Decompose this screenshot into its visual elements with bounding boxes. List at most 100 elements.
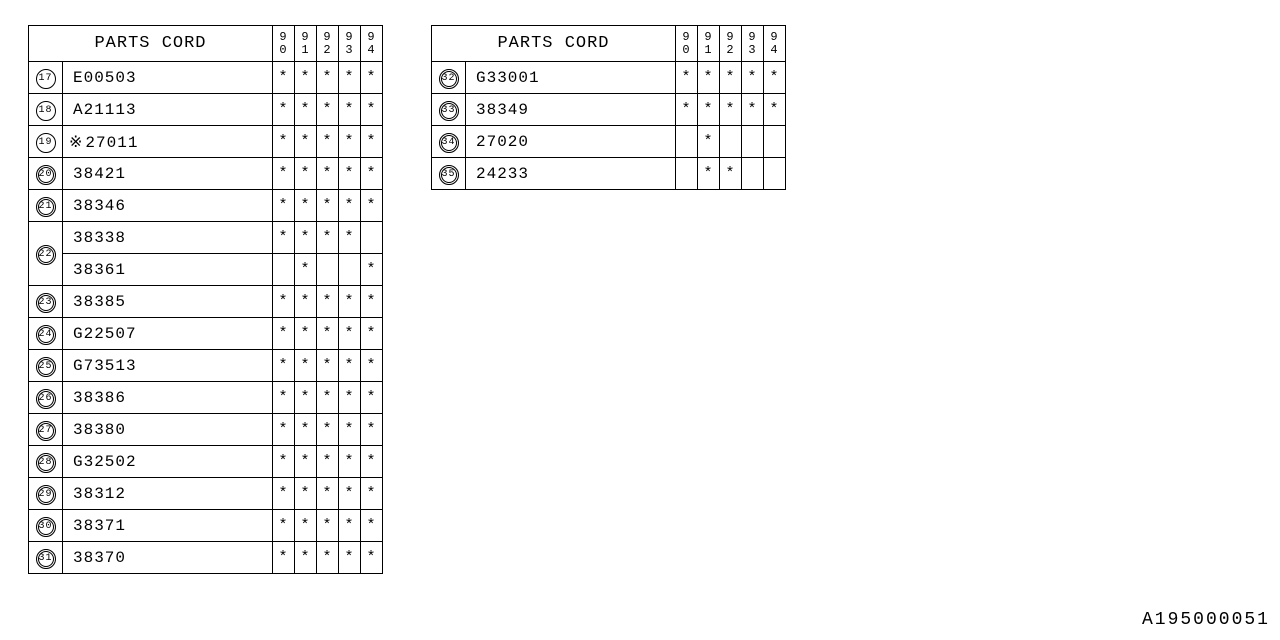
year-mark: *	[273, 62, 295, 94]
year-mark: *	[273, 414, 295, 446]
table-row: 19※27011*****	[29, 126, 383, 158]
parts-table-1: PARTS CORD 9091929394 17E00503*****18A21…	[28, 25, 383, 574]
year-header: 93	[742, 26, 764, 62]
part-code: E00503	[63, 62, 273, 94]
year-mark: *	[339, 478, 361, 510]
part-code: 27020	[466, 126, 676, 158]
part-code: 38380	[63, 414, 273, 446]
year-mark: *	[361, 318, 383, 350]
year-mark: *	[317, 158, 339, 190]
year-mark: *	[339, 222, 361, 254]
parts-table-2: PARTS CORD 9091929394 32G33001*****33383…	[431, 25, 786, 190]
year-mark: *	[361, 446, 383, 478]
row-number: 26	[29, 382, 63, 414]
year-mark: *	[339, 542, 361, 574]
part-code: 38386	[63, 382, 273, 414]
table-row: 2338385*****	[29, 286, 383, 318]
year-mark: *	[720, 158, 742, 190]
year-mark: *	[273, 446, 295, 478]
year-mark: *	[295, 350, 317, 382]
year-mark: *	[273, 94, 295, 126]
year-mark: *	[295, 510, 317, 542]
row-number: 24	[29, 318, 63, 350]
year-mark: *	[317, 414, 339, 446]
year-mark: *	[295, 542, 317, 574]
row-number: 30	[29, 510, 63, 542]
year-mark: *	[317, 286, 339, 318]
year-mark: *	[295, 62, 317, 94]
part-code: 24233	[466, 158, 676, 190]
year-mark: *	[339, 94, 361, 126]
year-mark: *	[361, 126, 383, 158]
year-mark	[339, 254, 361, 286]
year-mark: *	[317, 190, 339, 222]
table-row: 3427020*	[432, 126, 786, 158]
year-mark: *	[295, 446, 317, 478]
year-mark: *	[273, 190, 295, 222]
year-mark: *	[339, 414, 361, 446]
year-mark	[676, 126, 698, 158]
row-number: 23	[29, 286, 63, 318]
year-mark: *	[273, 126, 295, 158]
row-number: 20	[29, 158, 63, 190]
year-mark: *	[742, 62, 764, 94]
year-mark: *	[720, 62, 742, 94]
year-mark: *	[339, 446, 361, 478]
year-mark: *	[273, 542, 295, 574]
part-code: 38385	[63, 286, 273, 318]
year-mark	[764, 126, 786, 158]
year-mark: *	[676, 62, 698, 94]
part-code: ※27011	[63, 126, 273, 158]
table-row: 17E00503*****	[29, 62, 383, 94]
year-mark: *	[361, 190, 383, 222]
year-mark	[361, 222, 383, 254]
table-row: 38361**	[29, 254, 383, 286]
part-code: 38421	[63, 158, 273, 190]
table-row: 2638386*****	[29, 382, 383, 414]
part-code: A21113	[63, 94, 273, 126]
part-code: G33001	[466, 62, 676, 94]
part-code: 38371	[63, 510, 273, 542]
year-mark: *	[339, 62, 361, 94]
year-mark: *	[361, 382, 383, 414]
year-mark: *	[698, 62, 720, 94]
row-number: 17	[29, 62, 63, 94]
year-mark: *	[339, 158, 361, 190]
year-mark: *	[339, 318, 361, 350]
row-number: 28	[29, 446, 63, 478]
year-mark: *	[273, 510, 295, 542]
year-mark	[317, 254, 339, 286]
table-row: 25G73513*****	[29, 350, 383, 382]
row-number: 19	[29, 126, 63, 158]
year-mark: *	[295, 222, 317, 254]
parts-cord-header: PARTS CORD	[432, 26, 676, 62]
year-mark: *	[764, 94, 786, 126]
table-row: 32G33001*****	[432, 62, 786, 94]
year-mark: *	[317, 446, 339, 478]
year-header: 90	[273, 26, 295, 62]
table-row: 24G22507*****	[29, 318, 383, 350]
year-mark: *	[295, 382, 317, 414]
year-mark: *	[339, 382, 361, 414]
year-mark: *	[295, 318, 317, 350]
year-mark: *	[317, 510, 339, 542]
year-mark: *	[720, 94, 742, 126]
row-number: 27	[29, 414, 63, 446]
year-header: 91	[698, 26, 720, 62]
year-header: 91	[295, 26, 317, 62]
year-header: 93	[339, 26, 361, 62]
year-mark: *	[698, 158, 720, 190]
year-mark: *	[361, 286, 383, 318]
part-code: 38370	[63, 542, 273, 574]
year-mark: *	[339, 350, 361, 382]
year-mark: *	[295, 94, 317, 126]
year-mark: *	[317, 382, 339, 414]
table-row: 3338349*****	[432, 94, 786, 126]
year-mark: *	[273, 158, 295, 190]
part-code: 38361	[63, 254, 273, 286]
year-header: 92	[317, 26, 339, 62]
row-number: 34	[432, 126, 466, 158]
year-mark: *	[295, 126, 317, 158]
year-header: 90	[676, 26, 698, 62]
table-row: 2938312*****	[29, 478, 383, 510]
